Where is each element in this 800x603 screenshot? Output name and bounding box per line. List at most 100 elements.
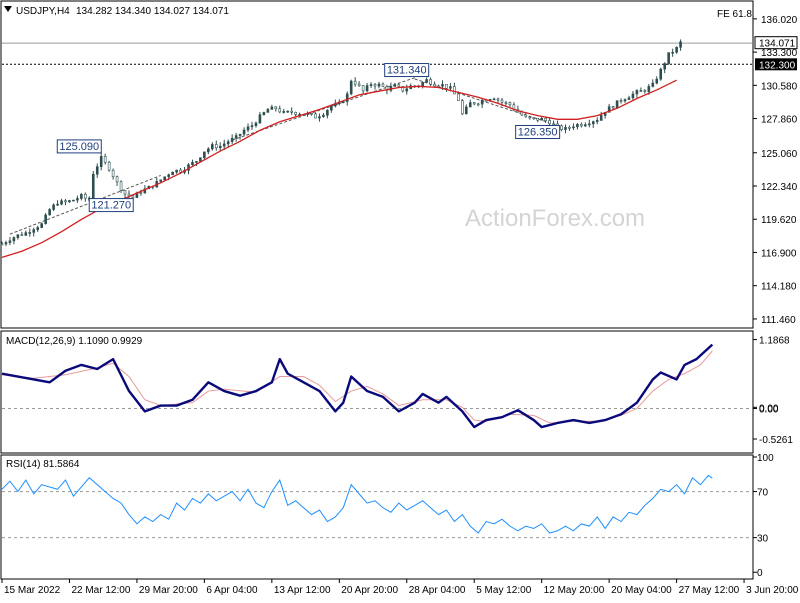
candle-body [274, 106, 278, 110]
candle-body [607, 106, 611, 113]
candle-body [262, 112, 266, 116]
time-axis-label: 27 May 12:00 [679, 585, 740, 596]
candle-body [675, 47, 678, 53]
price-axis-label: 133.300 [761, 48, 798, 59]
candle-body [226, 141, 230, 145]
candle-body [211, 144, 214, 150]
candle-body [171, 171, 174, 176]
candle-body [611, 106, 615, 109]
candle-body [397, 84, 401, 87]
callout-label: 126.350 [518, 127, 558, 139]
candle-body [218, 145, 222, 149]
candle-body [429, 79, 432, 85]
candle-body [111, 169, 115, 178]
candle-body [32, 229, 36, 233]
candle-body [357, 83, 361, 86]
candle-body [28, 232, 32, 234]
rsi-indicator-label: RSI(14) 81.5864 [6, 459, 80, 470]
price-axis-label: 130.580 [761, 81, 798, 92]
candle-body [635, 90, 639, 95]
candle-body [468, 102, 472, 108]
callout-box [384, 63, 430, 78]
rsi-axis-label: 30 [757, 534, 769, 545]
candle-body [568, 127, 571, 129]
candle-body [588, 123, 591, 126]
price-axis-label: 122.340 [761, 182, 798, 193]
candle-body [591, 121, 595, 125]
candle-body [107, 161, 111, 171]
time-axis-label: 13 Apr 12:00 [274, 585, 331, 596]
macd-axis-label: -0.5261 [759, 435, 793, 446]
candle-body [4, 242, 8, 245]
candle-body [20, 234, 24, 236]
candle-body [461, 100, 464, 115]
candle-body [64, 200, 67, 203]
candle-body [95, 166, 99, 175]
candle-body [115, 176, 119, 183]
candle-body [40, 223, 43, 228]
candle-body [0, 243, 4, 246]
candle-body [480, 99, 484, 105]
fe-level-label: FE 61.8 [717, 9, 752, 20]
candle-body [627, 97, 631, 100]
candle-body [56, 203, 59, 206]
candle-body [433, 83, 436, 87]
candle-body [123, 190, 127, 195]
price-axis-label: 119.620 [761, 215, 797, 226]
macd-axis-label: 1.1868 [759, 336, 790, 347]
collapse-triangle-icon[interactable] [4, 6, 12, 12]
candle-body [341, 101, 345, 104]
callout-box [515, 125, 561, 140]
candle-body [16, 234, 20, 238]
candle-body [643, 90, 647, 92]
candle-body [191, 162, 194, 166]
candle-body [361, 85, 365, 92]
candle-body [405, 88, 409, 92]
ohlc-readout: 134.282 134.340 134.027 134.071 [76, 6, 229, 17]
candle-body [476, 103, 480, 106]
candle-body [595, 120, 599, 122]
candle-body [532, 117, 536, 120]
candle-body [330, 105, 333, 111]
candle-body [24, 232, 28, 236]
candle-body [472, 102, 476, 105]
candle-body [282, 111, 286, 113]
candle-body [504, 102, 508, 104]
candle-body [222, 143, 226, 147]
candle-body [373, 84, 377, 87]
macd-main-line [1, 343, 714, 429]
candle-body [199, 157, 202, 162]
candle-body [76, 198, 79, 201]
candle-body [143, 188, 147, 194]
time-axis-label: 28 Apr 04:00 [409, 585, 466, 596]
candle-body [584, 124, 587, 127]
macd-axis-label: 0.00 [759, 404, 779, 415]
candle-body [103, 156, 107, 163]
candle-body [60, 200, 63, 205]
candle-body [258, 114, 262, 124]
candle-body [457, 93, 460, 101]
time-axis-label: 3 Jun 20:00 [746, 585, 799, 596]
candle-body [651, 82, 655, 87]
candle-body [203, 151, 206, 159]
instrument-title: USDJPY,H4 [16, 6, 70, 17]
time-axis-label: 12 May 20:00 [544, 585, 605, 596]
candle-body [623, 99, 627, 102]
rsi-panel-frame [0, 454, 754, 580]
candle-body [91, 173, 95, 201]
candle-body [207, 148, 210, 153]
price-axis-label: 127.860 [761, 115, 798, 126]
candle-body [250, 125, 254, 128]
candle-body [492, 98, 496, 101]
level-price-box [755, 58, 797, 71]
candle-body [195, 161, 198, 163]
candle-body [80, 194, 83, 199]
rsi-axis-label: 0 [757, 568, 763, 579]
candle-body [286, 110, 290, 113]
candle-body [655, 78, 659, 84]
candle-body [278, 108, 282, 113]
candle-body [266, 109, 270, 113]
candle-body [175, 169, 178, 173]
time-axis-label: 6 Apr 04:00 [206, 585, 258, 596]
